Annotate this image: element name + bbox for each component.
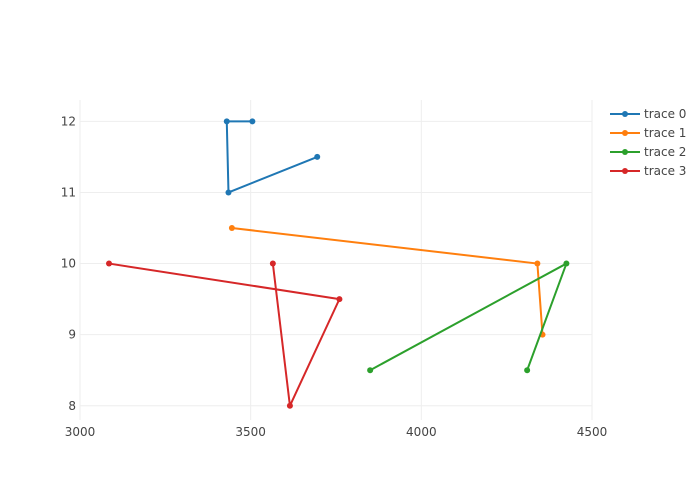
axes: 3000 3500 4000 4500 8 9 10 11 12: [61, 114, 608, 439]
legend-item[interactable]: trace 0: [610, 107, 686, 121]
data-point[interactable]: [223, 118, 230, 125]
series-line[interactable]: [225, 120, 318, 194]
legend-label: trace 3: [644, 164, 686, 178]
series: [106, 118, 570, 409]
legend-item[interactable]: trace 3: [610, 164, 686, 178]
legend-marker: [622, 168, 628, 174]
legend-marker: [622, 111, 628, 117]
legend-label: trace 2: [644, 145, 686, 159]
data-point[interactable]: [249, 118, 256, 125]
y-tick-label: 8: [68, 399, 76, 413]
series-line[interactable]: [108, 262, 341, 407]
x-tick-label: 4500: [577, 425, 608, 439]
data-point[interactable]: [563, 260, 570, 267]
data-point[interactable]: [106, 260, 113, 267]
y-tick-label: 9: [68, 328, 76, 342]
legend-label: trace 0: [644, 107, 686, 121]
y-tick-label: 11: [61, 185, 76, 199]
legend[interactable]: trace 0 trace 1 trace 2 trace 3: [610, 107, 686, 178]
series-trace-1[interactable]: [228, 225, 546, 338]
data-point[interactable]: [269, 260, 276, 267]
data-point[interactable]: [228, 225, 235, 231]
y-tick-label: 10: [61, 257, 76, 271]
series-trace-2[interactable]: [367, 260, 570, 374]
data-point[interactable]: [367, 367, 374, 374]
data-point[interactable]: [314, 153, 321, 160]
data-point[interactable]: [225, 189, 232, 196]
series-trace-3[interactable]: [106, 260, 343, 409]
data-point[interactable]: [524, 367, 531, 374]
legend-marker: [622, 130, 628, 136]
data-point[interactable]: [286, 402, 293, 409]
series-trace-0[interactable]: [223, 118, 321, 196]
series-line[interactable]: [369, 262, 568, 372]
x-tick-label: 3000: [65, 425, 96, 439]
y-tick-label: 12: [61, 114, 76, 128]
x-tick-label: 3500: [235, 425, 266, 439]
legend-item[interactable]: trace 1: [610, 126, 686, 140]
legend-marker: [622, 149, 628, 155]
data-point[interactable]: [336, 296, 343, 303]
grid: [79, 100, 593, 420]
data-point[interactable]: [534, 260, 541, 267]
x-tick-label: 4000: [406, 425, 437, 439]
legend-label: trace 1: [644, 126, 686, 140]
legend-item[interactable]: trace 2: [610, 145, 686, 159]
